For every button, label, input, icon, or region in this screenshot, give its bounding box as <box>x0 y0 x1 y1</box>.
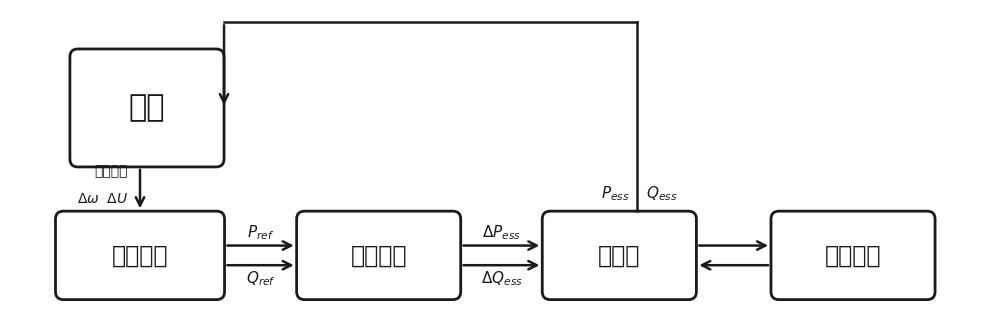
FancyBboxPatch shape <box>70 49 224 167</box>
FancyBboxPatch shape <box>55 211 225 300</box>
Text: $Q_{ref}$: $Q_{ref}$ <box>246 269 276 288</box>
Text: 外环控制: 外环控制 <box>112 243 168 267</box>
Text: 主电路: 主电路 <box>598 243 641 267</box>
FancyBboxPatch shape <box>771 211 935 300</box>
FancyBboxPatch shape <box>542 211 696 300</box>
Text: $\Delta P_{ess}$: $\Delta P_{ess}$ <box>482 223 521 241</box>
Text: 电池储能: 电池储能 <box>825 243 881 267</box>
Text: 广域信号: 广域信号 <box>95 164 128 178</box>
Text: $\Delta\omega$  $\Delta U$: $\Delta\omega$ $\Delta U$ <box>77 192 128 206</box>
Text: 内环控制: 内环控制 <box>350 243 407 267</box>
Text: $\Delta Q_{ess}$: $\Delta Q_{ess}$ <box>481 269 522 288</box>
Text: $Q_{ess}$: $Q_{ess}$ <box>646 185 678 203</box>
Text: 电网: 电网 <box>129 94 165 123</box>
FancyBboxPatch shape <box>297 211 461 300</box>
Text: $P_{ref}$: $P_{ref}$ <box>247 223 274 241</box>
Text: $P_{ess}$: $P_{ess}$ <box>601 185 630 203</box>
